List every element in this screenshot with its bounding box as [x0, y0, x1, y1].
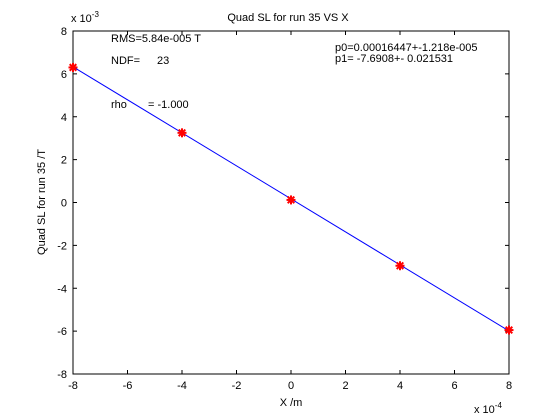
- rho-value: = -1.000: [148, 99, 189, 111]
- x-tick-label: 4: [397, 380, 403, 392]
- data-point: [286, 195, 296, 205]
- y-tick-label: 0: [61, 198, 67, 210]
- axis-ticks: [72, 30, 510, 375]
- x-exponent-power: -4: [495, 401, 503, 410]
- chart-title: Quad SL for run 35 VS X: [227, 12, 349, 24]
- x-tick-label: -8: [68, 380, 78, 392]
- x-tick-label: 6: [451, 380, 457, 392]
- y-tick-label: 4: [61, 112, 67, 124]
- x-tick-label: -4: [177, 380, 187, 392]
- data-markers: [68, 62, 514, 335]
- rho-label: rho: [111, 99, 127, 111]
- ndf-value: 23: [157, 55, 169, 67]
- x-tick-labels: -8 -6 -4 -2 0 2 4 6 8: [68, 380, 512, 392]
- x-exponent-label: x 10-4: [474, 401, 502, 416]
- y-tick-labels: -8 -6 -4 -2 0 2 4 6 8: [57, 26, 67, 381]
- ndf-label: NDF=: [111, 55, 140, 67]
- x-exponent-base: x 10: [474, 404, 495, 416]
- x-axis-label: X /m: [280, 397, 303, 409]
- y-exponent-label: x 10-3: [71, 10, 99, 25]
- y-exponent-power: -3: [92, 10, 100, 19]
- y-tick-label: 8: [61, 26, 67, 38]
- y-exponent-base: x 10: [71, 13, 92, 25]
- x-tick-label: 2: [342, 380, 348, 392]
- y-tick-label: 6: [61, 69, 67, 81]
- rms-annotation: RMS=5.84e-005 T: [111, 33, 201, 45]
- x-tick-label: -6: [123, 380, 133, 392]
- x-tick-label: -2: [232, 380, 242, 392]
- p0-annotation: p0=0.00016447+-1.218e-005: [335, 42, 478, 54]
- y-axis-label: Quad SL for run 35 /T: [36, 149, 48, 255]
- data-point: [68, 62, 78, 72]
- x-tick-label: 0: [288, 380, 294, 392]
- x-tick-label: 8: [506, 380, 512, 392]
- data-point: [504, 325, 514, 335]
- data-point: [395, 261, 405, 271]
- y-tick-label: -4: [57, 283, 67, 295]
- data-point: [177, 128, 187, 138]
- y-tick-label: -6: [57, 326, 67, 338]
- y-tick-label: -8: [57, 369, 67, 381]
- y-tick-label: -2: [57, 240, 67, 252]
- p1-annotation: p1= -7.6908+- 0.021531: [335, 53, 453, 65]
- y-tick-label: 2: [61, 155, 67, 167]
